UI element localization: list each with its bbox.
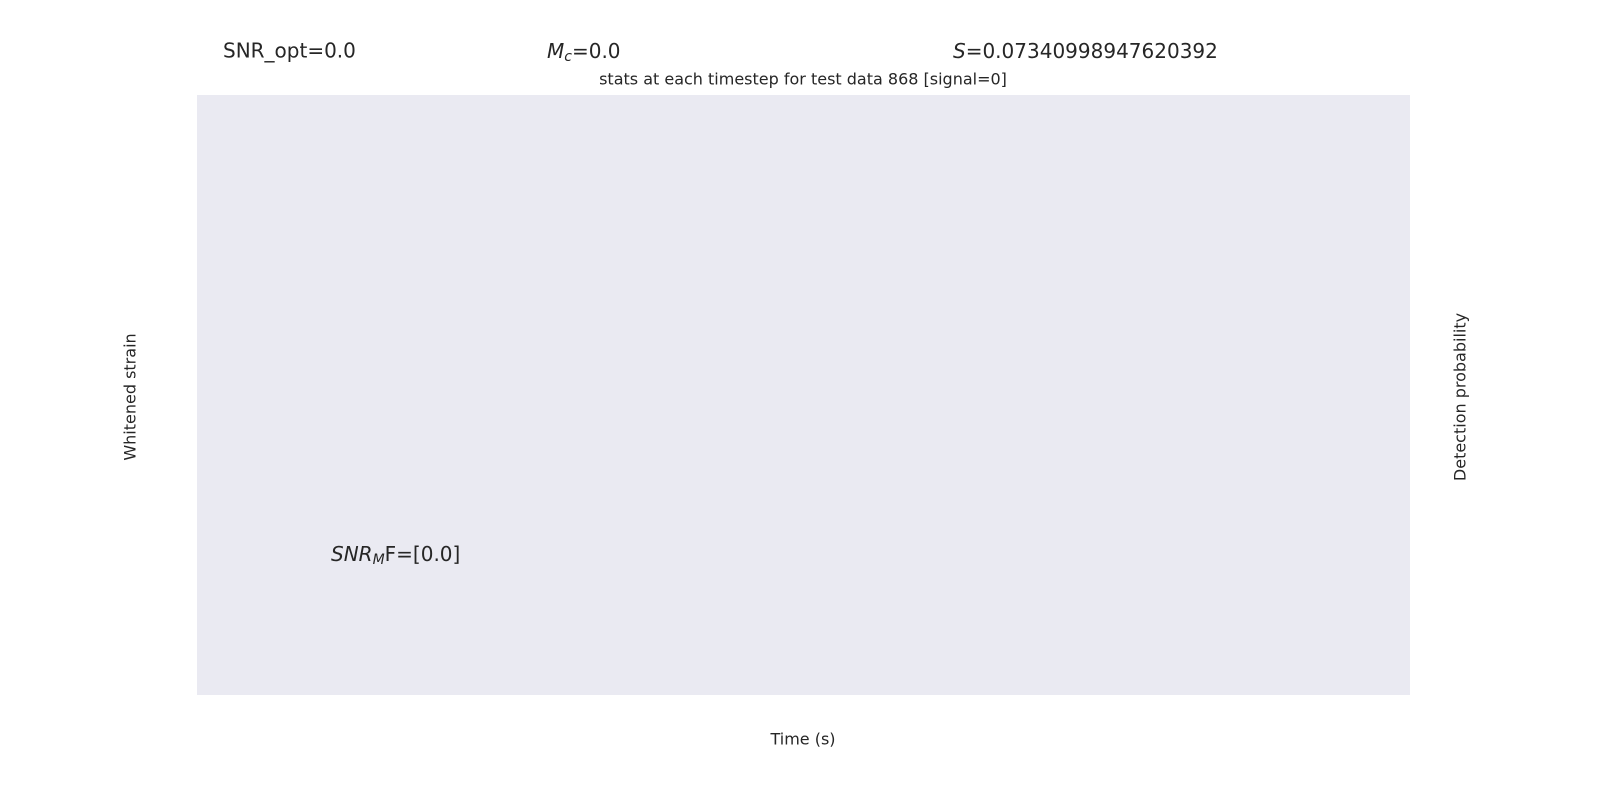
- snr-sub: M: [373, 552, 385, 568]
- y2-axis-label: Detection probability: [1451, 313, 1470, 481]
- plot-area: [197, 95, 1410, 695]
- mc-text: =0.0: [572, 39, 621, 63]
- stat-s: S=0.07340998947620392: [953, 39, 1218, 63]
- snr-mf: SNRMF=[0.0]: [331, 542, 460, 569]
- snr-symbol: SNR: [331, 542, 373, 566]
- chart-title: stats at each timestep for test data 868…: [599, 70, 1007, 89]
- y-axis-label: Whitened strain: [121, 333, 140, 460]
- mc-sub: c: [564, 49, 572, 65]
- s-symbol: S: [953, 39, 966, 63]
- x-axis-label: Time (s): [769, 730, 835, 749]
- chirp-mass: Mc=0.0: [547, 39, 621, 66]
- snr-text: F=[0.0]: [385, 542, 461, 566]
- mc-symbol: M: [547, 39, 564, 63]
- s-text: =0.07340998947620392: [966, 39, 1218, 63]
- snr-opt: SNR_opt=0.0: [223, 39, 356, 63]
